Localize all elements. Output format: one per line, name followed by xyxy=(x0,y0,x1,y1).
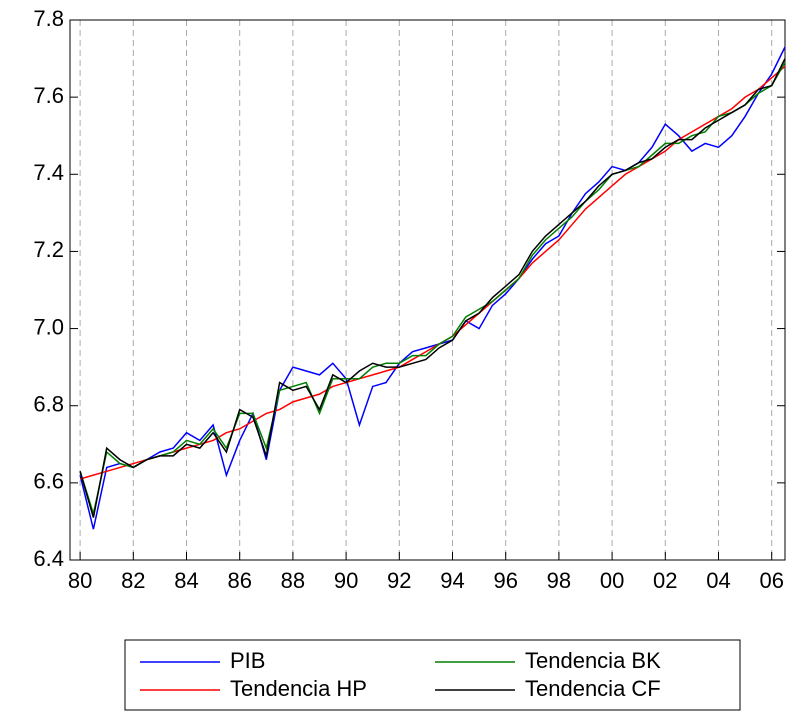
x-tick-label: 00 xyxy=(600,568,624,593)
x-tick-label: 98 xyxy=(547,568,571,593)
x-tick-label: 02 xyxy=(653,568,677,593)
y-tick-label: 7.6 xyxy=(33,83,64,108)
y-tick-label: 7.8 xyxy=(33,6,64,31)
x-tick-label: 92 xyxy=(387,568,411,593)
legend-label: Tendencia CF xyxy=(525,676,661,701)
legend-label: Tendencia HP xyxy=(230,676,367,701)
y-tick-label: 6.6 xyxy=(33,469,64,494)
legend-box xyxy=(124,639,741,711)
x-tick-label: 96 xyxy=(493,568,517,593)
y-tick-label: 7.4 xyxy=(33,160,64,185)
x-tick-label: 06 xyxy=(759,568,783,593)
x-tick-label: 90 xyxy=(334,568,358,593)
x-tick-label: 84 xyxy=(174,568,198,593)
x-tick-label: 94 xyxy=(440,568,464,593)
series-line xyxy=(79,65,786,480)
y-tick-label: 7.2 xyxy=(33,237,64,262)
x-tick-label: 86 xyxy=(227,568,251,593)
x-tick-label: 80 xyxy=(68,568,92,593)
series-line xyxy=(79,46,786,530)
legend-label: PIB xyxy=(230,648,265,673)
plot-frame xyxy=(69,19,786,561)
series-line xyxy=(79,62,786,517)
y-tick-label: 6.4 xyxy=(33,546,64,571)
x-tick-label: 82 xyxy=(121,568,145,593)
legend-label: Tendencia BK xyxy=(525,648,661,673)
y-tick-label: 6.8 xyxy=(33,392,64,417)
y-tick-label: 7.0 xyxy=(33,314,64,339)
x-tick-label: 04 xyxy=(706,568,730,593)
x-tick-label: 88 xyxy=(281,568,305,593)
series-line xyxy=(79,58,786,518)
